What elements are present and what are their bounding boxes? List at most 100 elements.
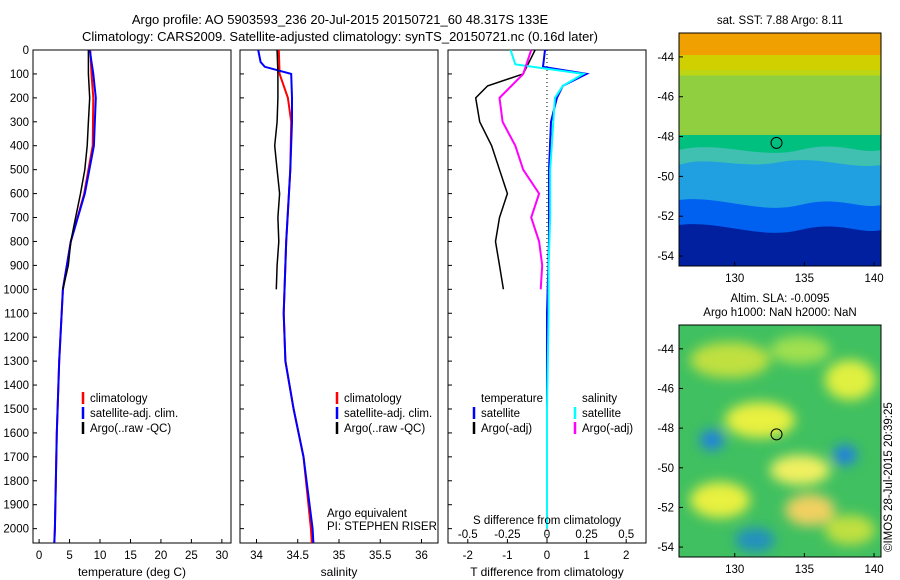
lat-tick-label: -52 bbox=[657, 211, 674, 223]
x-tick-label: 10 bbox=[94, 550, 107, 562]
difference-panel: -2 -1 0 1 2 -0.5 -0.25 0 0.25 0.5 T difference f… bbox=[447, 49, 647, 579]
salinity-y-ticks bbox=[240, 49, 244, 530]
x-tick-label: 5 bbox=[66, 550, 72, 562]
x-tick-label: 30 bbox=[215, 550, 228, 562]
difference-y-ticks bbox=[448, 49, 452, 530]
lat-tick-label: -52 bbox=[657, 502, 674, 514]
salinity-xlabel: salinity bbox=[321, 565, 358, 579]
legend-label-satellite: satellite-adj. clim. bbox=[344, 408, 432, 420]
x-tick-label: 20 bbox=[155, 550, 168, 562]
salinity-legend: climatology satellite-adj. clim. Argo(..… bbox=[335, 392, 432, 435]
x-tick-label: -1 bbox=[502, 550, 512, 562]
temperature-lines bbox=[53, 49, 97, 544]
sla-x-axis: 130 135 140 bbox=[725, 553, 884, 576]
lon-tick-label: 135 bbox=[795, 564, 814, 576]
sla-heatmap bbox=[679, 325, 881, 557]
difference-xlabel: T difference from climatology bbox=[470, 565, 624, 579]
difference-legend: temperature satellite Argo(-adj) salinit… bbox=[472, 393, 633, 435]
sst-heatmap bbox=[679, 33, 881, 266]
salinity-axes-frame bbox=[239, 49, 439, 544]
x-tick-label: 34 bbox=[250, 550, 263, 562]
legend-label-satellite: satellite-adj. clim. bbox=[90, 408, 178, 420]
temperature-x-axis: 0 5 10 15 20 25 30 bbox=[36, 539, 228, 562]
x-tick-label: -2 bbox=[463, 550, 473, 562]
top-tick-label: 0 bbox=[544, 529, 550, 541]
title-line-1: Argo profile: AO 5903593_236 20-Jul-2015… bbox=[132, 12, 549, 27]
legend-title-temperature: temperature bbox=[481, 393, 543, 405]
lat-tick-label: -48 bbox=[657, 132, 674, 144]
temperature-panel: 0100200300400500600700800900100011001200… bbox=[3, 45, 232, 579]
lon-tick-label: 140 bbox=[864, 564, 883, 576]
legend-label-temp-satellite: satellite bbox=[481, 408, 520, 420]
depth-tick-label: 500 bbox=[10, 165, 29, 177]
difference-lines bbox=[474, 49, 590, 529]
depth-tick-label: 1300 bbox=[3, 356, 29, 368]
sla-map-title: Altim. SLA: -0.0095 bbox=[730, 293, 829, 305]
salinity-panel: 34 34.5 35 35.5 36 salinity climatology sate… bbox=[239, 49, 439, 579]
x-tick-label: 35 bbox=[333, 550, 346, 562]
temperature-legend: climatology satellite-adj. clim. Argo(..… bbox=[81, 392, 178, 435]
series-line-climatology bbox=[53, 49, 95, 544]
depth-axis: 0 100 200 300 400 500 600 700 800 900 1000 1100 1200… bbox=[3, 45, 37, 536]
annotation-argo-equivalent: Argo equivalent bbox=[327, 508, 408, 520]
lat-tick-label: -44 bbox=[657, 52, 674, 64]
top-tick-label: -0.5 bbox=[458, 529, 478, 541]
sla-map-frame bbox=[678, 324, 882, 558]
x-tick-label: 0 bbox=[544, 550, 550, 562]
series-line-temperature-argo-adj- bbox=[474, 49, 536, 290]
x-tick-label: 34.5 bbox=[287, 550, 309, 562]
lat-tick-label: -50 bbox=[657, 171, 674, 183]
depth-tick-label: 1600 bbox=[3, 428, 29, 440]
lon-tick-label: 135 bbox=[795, 273, 814, 285]
lat-tick-label: -54 bbox=[657, 542, 674, 554]
depth-tick-label: 400 bbox=[10, 141, 29, 153]
depth-tick-label: 300 bbox=[10, 117, 29, 129]
depth-tick-label: 1900 bbox=[3, 500, 29, 512]
depth-tick-label: 1500 bbox=[3, 404, 29, 416]
top-tick-label: -0.25 bbox=[494, 529, 520, 541]
x-tick-label: 0 bbox=[36, 550, 42, 562]
sla-map-subtitle: Argo h1000: NaN h2000: NaN bbox=[703, 307, 856, 319]
legend-label-climatology: climatology bbox=[344, 393, 402, 405]
depth-tick-label: 1000 bbox=[3, 284, 29, 296]
depth-tick-label: 1800 bbox=[3, 476, 29, 488]
argo-position-marker bbox=[770, 428, 783, 441]
sst-x-axis: 130 135 140 bbox=[725, 262, 884, 285]
sst-map-frame bbox=[678, 32, 882, 267]
top-tick-label: 0.25 bbox=[575, 529, 597, 541]
title-line-2: Climatology: CARS2009. Satellite-adjuste… bbox=[82, 29, 598, 44]
legend-label-argo: Argo(..raw -QC) bbox=[90, 423, 171, 435]
depth-tick-label: 100 bbox=[10, 69, 29, 81]
depth-tick-label: 200 bbox=[10, 93, 29, 105]
x-tick-label: 36 bbox=[415, 550, 428, 562]
temperature-axes-frame bbox=[32, 49, 232, 544]
depth-tick-label: 1100 bbox=[4, 308, 29, 320]
depth-tick-label: 1400 bbox=[3, 380, 29, 392]
legend-label-climatology: climatology bbox=[90, 393, 148, 405]
depth-tick-label: 0 bbox=[23, 45, 29, 57]
lat-tick-label: -50 bbox=[657, 463, 674, 475]
x-tick-label: 2 bbox=[623, 550, 629, 562]
legend-title-salinity: salinity bbox=[582, 393, 617, 405]
x-tick-label: 15 bbox=[124, 550, 137, 562]
series-line-satellite-adj-clim- bbox=[53, 49, 97, 544]
sla-map-panel: Altim. SLA: -0.0095 Argo h1000: NaN h200… bbox=[657, 293, 883, 576]
lat-tick-label: -44 bbox=[657, 344, 674, 356]
difference-x-axis: -2 -1 0 1 2 bbox=[463, 539, 629, 562]
salinity-x-axis: 34 34.5 35 35.5 36 bbox=[250, 539, 428, 562]
depth-tick-label: 1200 bbox=[3, 332, 29, 344]
x-tick-label: 1 bbox=[583, 550, 589, 562]
sst-map-panel: sat. SST: 7.88 Argo: 8.11 -44 -46 -48 -50 -5… bbox=[657, 15, 883, 285]
depth-tick-label: 2000 bbox=[3, 524, 29, 536]
legend-label-temp-argo: Argo(-adj) bbox=[481, 423, 532, 435]
lat-tick-label: -46 bbox=[657, 92, 674, 104]
annotation-pi: PI: STEPHEN RISER bbox=[327, 521, 437, 533]
difference-top-axis: -0.5 -0.25 0 0.25 0.5 bbox=[458, 529, 634, 541]
depth-tick-label: 600 bbox=[10, 189, 29, 201]
salinity-lines bbox=[257, 49, 315, 544]
lon-tick-label: 140 bbox=[864, 273, 883, 285]
depth-tick-label: 900 bbox=[10, 260, 29, 272]
lat-tick-label: -48 bbox=[657, 423, 674, 435]
legend-label-sal-argo: Argo(-adj) bbox=[582, 423, 633, 435]
